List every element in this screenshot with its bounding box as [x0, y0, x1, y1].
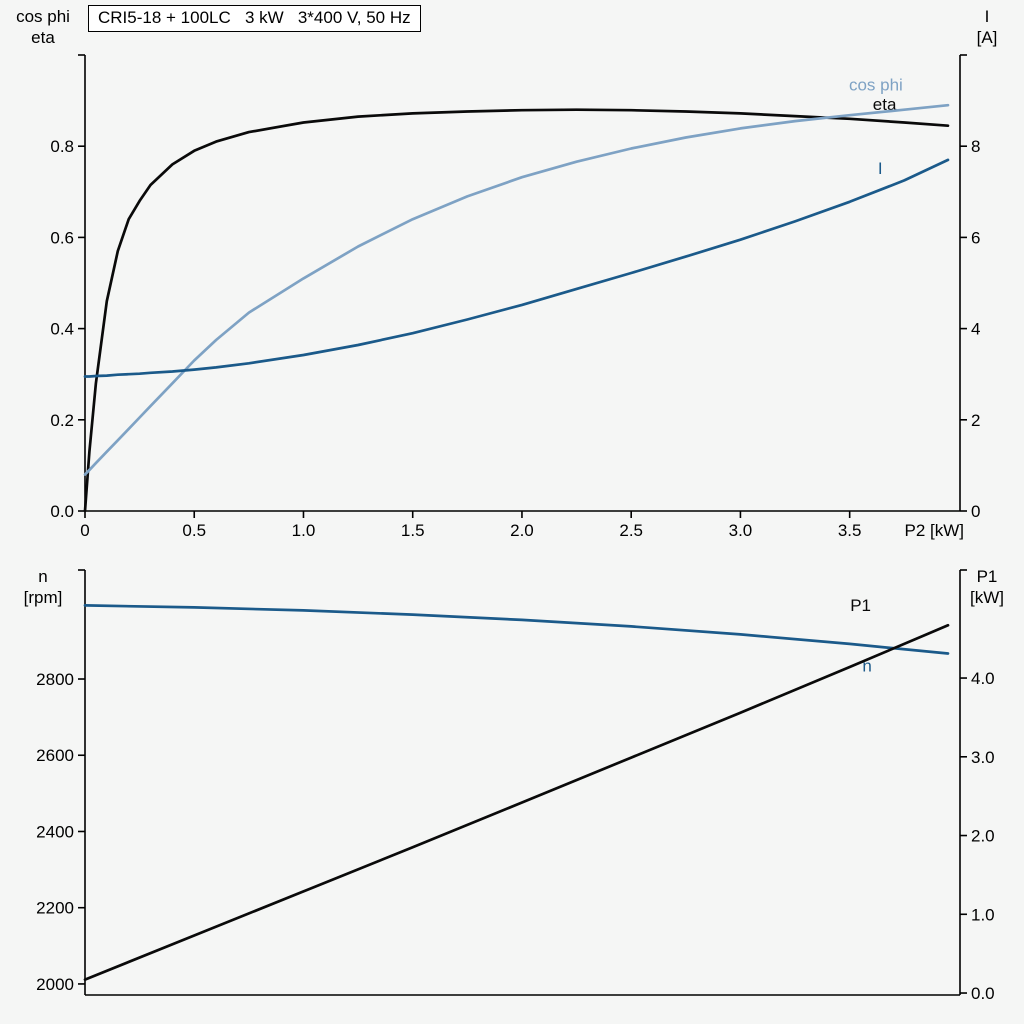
svg-text:I: I [878, 159, 883, 178]
svg-text:0.0: 0.0 [971, 984, 995, 1003]
x-axis-label: P2 [kW] [904, 521, 964, 540]
p1-axis-title-line2: [kW] [970, 588, 1004, 607]
svg-text:4: 4 [971, 320, 980, 339]
svg-text:3.5: 3.5 [838, 521, 862, 540]
y-left-title-line1: cos phi [16, 7, 70, 26]
p1-axis-title: P1 [kW] [956, 566, 1018, 608]
svg-text:2400: 2400 [36, 822, 74, 841]
svg-text:n: n [862, 656, 871, 675]
top-left-axis-title: cos phi eta [6, 6, 80, 48]
svg-text:2200: 2200 [36, 899, 74, 918]
bottom-left-axis-title: n [rpm] [6, 566, 80, 608]
svg-text:2: 2 [971, 411, 980, 430]
svg-text:0.0: 0.0 [50, 502, 74, 521]
svg-text:2.0: 2.0 [971, 827, 995, 846]
n-axis-title-line2: [rpm] [23, 588, 63, 607]
svg-text:1.5: 1.5 [401, 521, 425, 540]
svg-text:0.2: 0.2 [50, 411, 74, 430]
p1-axis-title-line1: P1 [976, 567, 998, 586]
y-left-title-line2: eta [31, 28, 55, 47]
svg-text:2.5: 2.5 [619, 521, 643, 540]
svg-text:1.0: 1.0 [292, 521, 316, 540]
svg-text:cos phi: cos phi [849, 76, 903, 95]
svg-text:3.0: 3.0 [729, 521, 753, 540]
svg-text:P1: P1 [850, 596, 871, 615]
svg-text:3.0: 3.0 [971, 748, 995, 767]
svg-text:0.5: 0.5 [182, 521, 206, 540]
svg-text:1.0: 1.0 [971, 905, 995, 924]
svg-text:0.4: 0.4 [50, 320, 74, 339]
svg-text:0.6: 0.6 [50, 228, 74, 247]
svg-text:2000: 2000 [36, 975, 74, 994]
top-right-axis-title: I [A] [956, 6, 1018, 48]
svg-text:4.0: 4.0 [971, 669, 995, 688]
y-right-title-line2: [A] [976, 28, 998, 47]
svg-text:0.8: 0.8 [50, 137, 74, 156]
y-right-title-line1: I [984, 7, 990, 26]
chart-title: CRI5-18 + 100LC 3 kW 3*400 V, 50 Hz [88, 5, 421, 32]
svg-text:0: 0 [80, 521, 89, 540]
svg-text:eta: eta [873, 95, 897, 114]
svg-text:6: 6 [971, 228, 980, 247]
svg-text:2800: 2800 [36, 670, 74, 689]
svg-text:2.0: 2.0 [510, 521, 534, 540]
n-axis-title-line1: n [38, 567, 48, 586]
svg-text:8: 8 [971, 137, 980, 156]
svg-text:2600: 2600 [36, 746, 74, 765]
svg-text:0: 0 [971, 502, 980, 521]
